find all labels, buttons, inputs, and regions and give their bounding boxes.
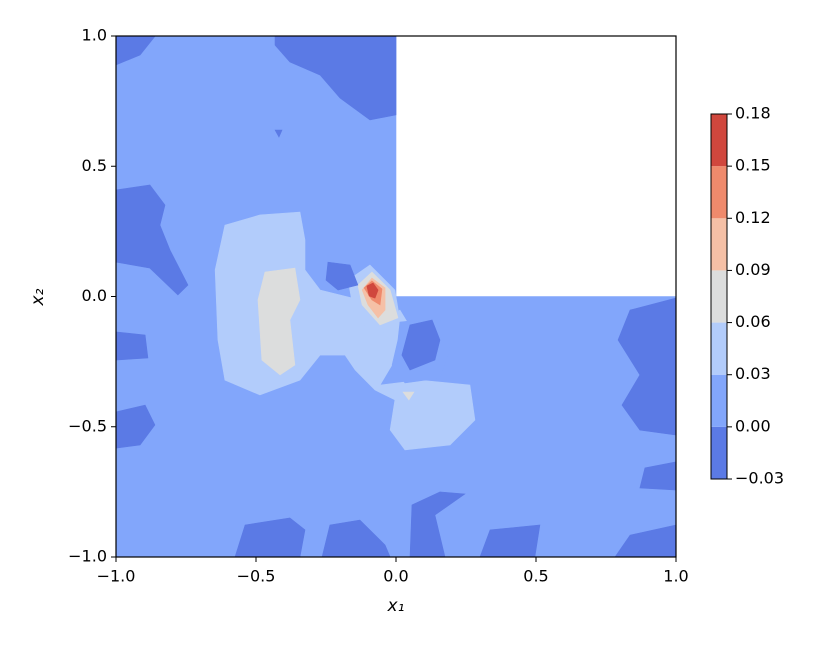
x-tick-label: −1.0: [97, 567, 136, 586]
contour-region: [115, 184, 189, 296]
y-axis-label: x₂: [28, 288, 48, 306]
colorbar-tick-label: 0.18: [735, 104, 771, 123]
colorbar-frame: [710, 113, 728, 480]
colorbar-tick-label: 0.09: [735, 260, 771, 279]
colorbar-tick-label: 0.12: [735, 208, 771, 227]
x-axis-label: x₁: [387, 596, 405, 616]
y-tick-label: 0.5: [82, 156, 107, 175]
colorbar-tick-label: 0.00: [735, 416, 771, 435]
colorbar-tick-label: 0.06: [735, 312, 771, 331]
x-tick-label: 0.5: [523, 567, 548, 586]
colorbar-tick-label: 0.03: [735, 364, 771, 383]
contour-region: [257, 267, 301, 376]
y-tick-label: 1.0: [82, 26, 107, 45]
colorbar-tick-label: −0.03: [735, 469, 784, 488]
contour-region: [366, 282, 379, 299]
colorbar-band: [711, 114, 727, 167]
x-tick-label: 0.0: [383, 567, 408, 586]
y-tick-label: −1.0: [68, 547, 107, 566]
contour-region: [401, 319, 441, 371]
colorbar-band: [711, 166, 727, 219]
colorbar-band: [711, 270, 727, 323]
y-tick-label: 0.0: [82, 286, 107, 305]
contour-region: [617, 297, 677, 436]
contour-region: [274, 129, 283, 138]
contour-region: [325, 261, 359, 291]
contour-region: [274, 35, 397, 121]
plot-area: [115, 35, 677, 558]
colorbar-band: [711, 374, 727, 427]
x-tick-label: −0.5: [237, 567, 276, 586]
contour-region: [402, 391, 415, 401]
colorbar-band: [711, 426, 727, 479]
colorbar-band: [711, 322, 727, 375]
colorbar-band: [711, 218, 727, 271]
y-tick-label: −0.5: [68, 416, 107, 435]
x-tick-label: 1.0: [663, 567, 688, 586]
contour-region: [115, 331, 149, 361]
colorbar-tick-label: 0.15: [735, 156, 771, 175]
